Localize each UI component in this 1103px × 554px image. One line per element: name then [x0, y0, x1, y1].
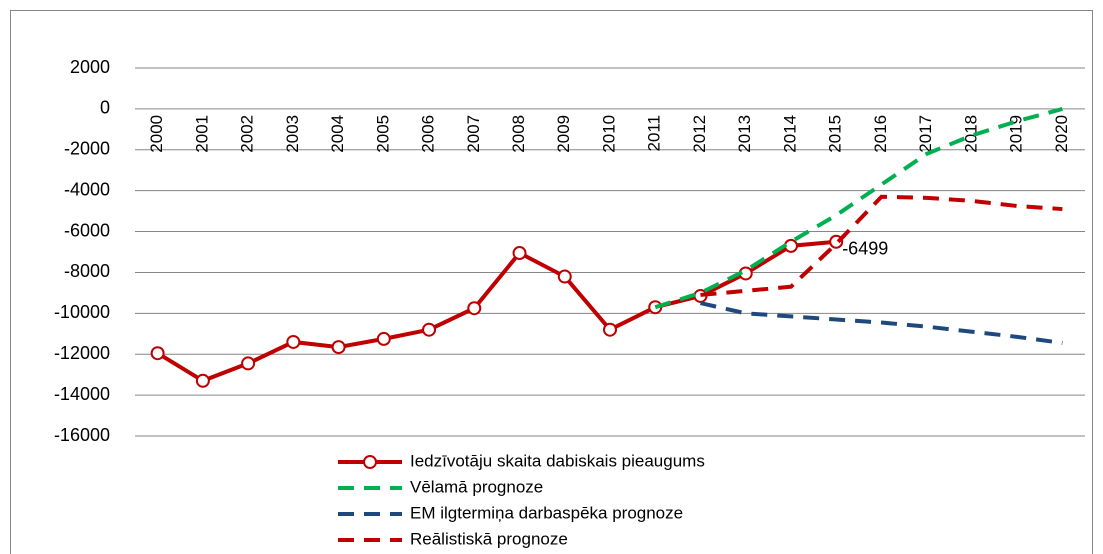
x-tick-label: 2001: [192, 115, 211, 153]
x-tick-label: 2010: [599, 115, 618, 153]
y-tick-label: 0: [100, 98, 110, 118]
data-label: -6499: [842, 239, 888, 259]
legend-label: Iedzīvotāju skaita dabiskais pieaugums: [410, 451, 705, 470]
y-tick-label: -14000: [54, 384, 110, 404]
x-tick-label: 2019: [1007, 115, 1026, 153]
y-tick-label: -6000: [64, 220, 110, 240]
x-tick-label: 2018: [961, 115, 980, 153]
x-tick-label: 2020: [1052, 115, 1071, 153]
legend-label: Reālistiskā prognoze: [410, 529, 568, 548]
chart-border: [10, 10, 1093, 554]
x-tick-label: 2004: [328, 115, 347, 153]
x-tick-label: 2002: [238, 115, 257, 153]
legend-marker: [363, 455, 377, 469]
x-tick-label: 2009: [554, 115, 573, 153]
x-tick-label: 2014: [780, 115, 799, 153]
legend-label: EM ilgtermiņa darbaspēka prognoze: [410, 503, 683, 522]
data-point: [331, 340, 346, 355]
x-tick-label: 2012: [690, 115, 709, 153]
series-line: [700, 301, 1063, 345]
series-line: [700, 194, 1063, 297]
legend-label: Vēlamā prognoze: [410, 477, 543, 496]
data-point: [603, 322, 617, 337]
series-line: [156, 239, 837, 384]
data-point: [376, 331, 391, 346]
data-point: [150, 346, 165, 361]
x-tick-label: 2007: [464, 115, 483, 153]
x-tick-label: 2006: [419, 115, 438, 153]
data-point: [195, 373, 210, 388]
x-tick-label: 2008: [509, 115, 528, 153]
x-tick-label: 2015: [826, 115, 845, 153]
data-point: [467, 301, 482, 316]
y-tick-label: -4000: [64, 179, 110, 199]
x-tick-label: 2000: [147, 115, 166, 153]
data-point: [241, 356, 256, 371]
x-tick-label: 2016: [871, 115, 890, 153]
x-tick-label: 2005: [373, 115, 392, 153]
x-tick-label: 2013: [735, 115, 754, 153]
y-tick-label: -16000: [54, 425, 110, 445]
data-point: [512, 246, 527, 261]
y-tick-label: 2000: [70, 57, 110, 77]
x-tick-label: 2003: [283, 115, 302, 153]
y-tick-label: -10000: [54, 302, 110, 322]
x-tick-label: 2011: [645, 115, 664, 152]
x-tick-label: 2017: [916, 115, 935, 153]
data-point: [422, 322, 437, 337]
y-tick-label: -2000: [64, 139, 110, 159]
data-point: [557, 269, 572, 284]
y-tick-label: -8000: [64, 261, 110, 281]
data-point: [286, 334, 301, 349]
y-tick-label: -12000: [54, 343, 110, 363]
